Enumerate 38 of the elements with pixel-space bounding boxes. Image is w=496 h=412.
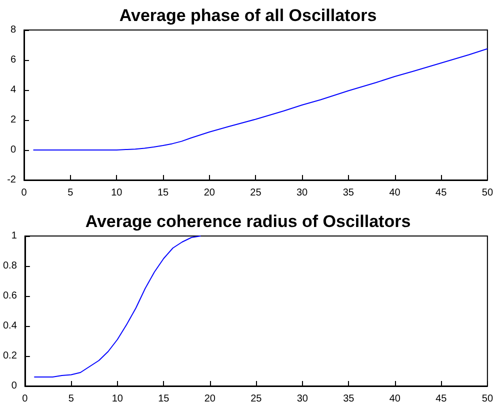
x-tick-label: 10 — [112, 394, 124, 404]
y-tick-label: 4 — [10, 84, 16, 96]
x-tick-label: 45 — [436, 394, 448, 404]
line-series — [34, 236, 202, 378]
y-tick-label: -2 — [7, 174, 16, 186]
x-tick-label: 30 — [296, 188, 308, 198]
x-tick-label: 0 — [22, 394, 28, 404]
x-tick-label: 35 — [343, 394, 355, 404]
chart-title: Average coherence radius of Oscillators — [85, 212, 411, 231]
x-tick-label: 30 — [296, 394, 308, 404]
x-tick-label: 50 — [482, 394, 494, 404]
y-tick-label: 0.2 — [2, 350, 18, 362]
y-tick-label: 8 — [10, 24, 16, 36]
x-tick-label: 20 — [204, 394, 216, 404]
x-tick-label: 25 — [250, 188, 262, 198]
x-tick-label: 40 — [389, 394, 401, 404]
x-tick-label: 45 — [436, 188, 448, 198]
x-tick-label: 40 — [389, 188, 401, 198]
x-tick-label: 15 — [158, 394, 170, 404]
y-tick-label: 0.8 — [2, 260, 18, 272]
x-tick-label: 25 — [250, 394, 262, 404]
x-tick-label: 10 — [111, 188, 123, 198]
x-tick-label: 35 — [342, 188, 354, 198]
y-tick-label: 0.6 — [2, 290, 18, 302]
x-tick-label: 15 — [157, 188, 170, 198]
y-tick-label: 0.4 — [2, 320, 18, 332]
y-tick-label: 6 — [10, 54, 16, 66]
x-tick-label: 5 — [68, 394, 74, 404]
line-series — [32, 48, 488, 150]
x-tick-label: 5 — [68, 188, 74, 198]
x-tick-label: 50 — [482, 188, 494, 198]
chart-title: Average phase of all Oscillators — [119, 6, 377, 25]
y-tick-label: 0 — [11, 380, 18, 392]
x-tick-label: 0 — [21, 188, 28, 198]
y-tick-label: 2 — [10, 114, 16, 126]
y-tick-label: 1 — [11, 230, 18, 242]
y-tick-label: 0 — [10, 144, 16, 156]
x-tick-label: 20 — [204, 188, 216, 198]
